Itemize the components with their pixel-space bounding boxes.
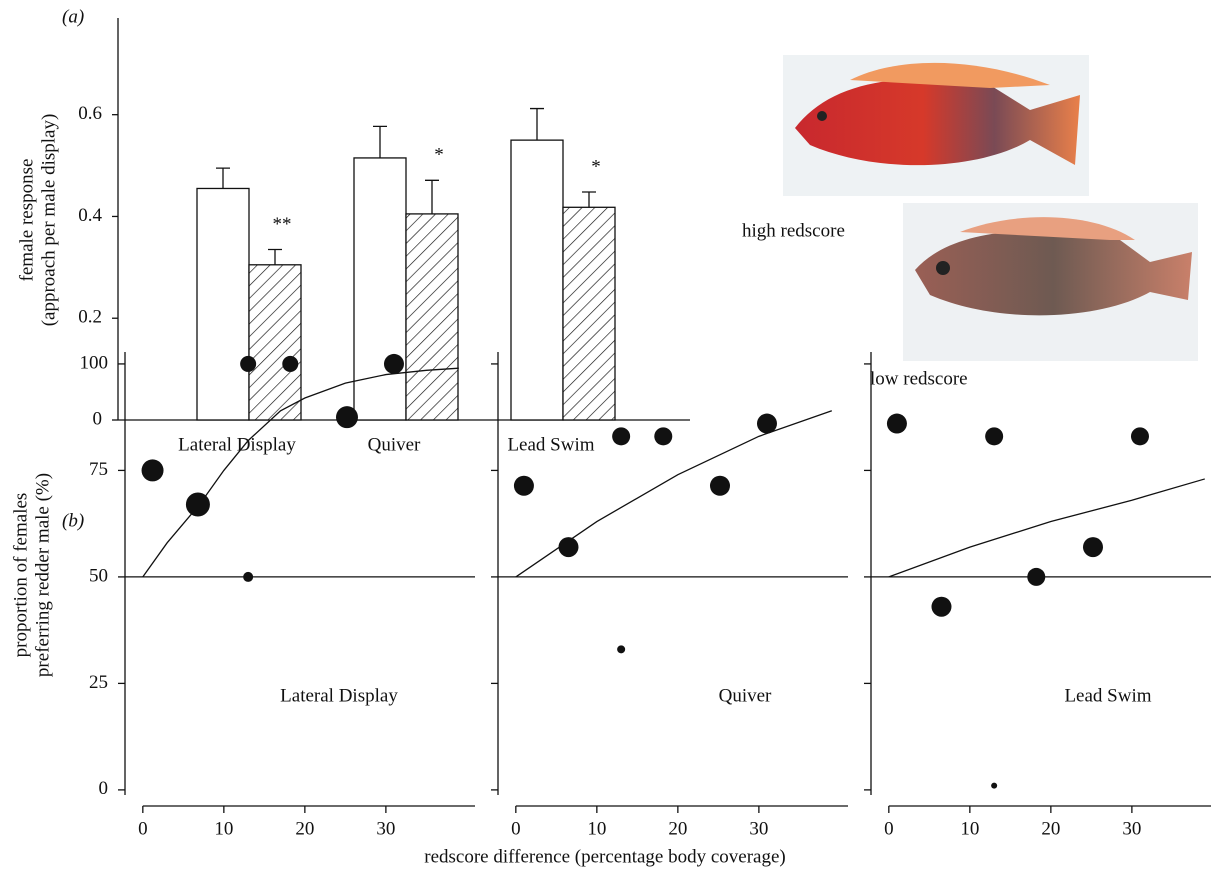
bubble [985,427,1003,445]
bubble [1027,568,1045,586]
bubble [282,356,298,372]
x-tick-label: 20 [1041,818,1060,839]
y-tick-label: 0.4 [78,205,102,226]
fit-curve [889,479,1205,577]
y-axis-label: proportion of females [10,493,31,658]
bubble [142,459,164,481]
plot-annotation: Lateral Display [280,685,398,706]
panel-label: (b) [62,510,84,531]
y-tick-label: 0 [99,778,109,799]
bubble [654,427,672,445]
significance-label: * [434,145,444,166]
x-tick-label: 20 [295,818,314,839]
bubble [243,572,253,582]
significance-label: * [591,156,601,177]
y-axis-label: (approach per male display) [38,114,59,327]
bubble [186,492,210,516]
y-tick-label: 75 [89,459,108,480]
figure: (a) (b) high redscore low redscore 0 0.2 0… [0,0,1211,871]
y-tick-label: 100 [80,352,109,373]
bubble [384,354,404,374]
fish-photo-high [783,55,1089,196]
error-bar [268,250,282,265]
bubble [240,356,256,372]
x-tick-label: 10 [214,818,233,839]
bubble [612,427,630,445]
image-label: high redscore [742,220,845,241]
bubble [514,476,534,496]
bar [511,140,563,420]
bar [354,158,406,420]
bubble [558,537,578,557]
x-tick-label: 30 [1122,818,1141,839]
error-bar [373,126,387,158]
y-axis-label: female response [16,159,37,282]
y-tick-label: 0 [93,408,103,429]
x-tick-label: 20 [668,818,687,839]
y-tick-label: 50 [89,565,108,586]
x-tick-label: 10 [960,818,979,839]
bubble [336,406,358,428]
bubble [617,645,625,653]
panel-label: (a) [62,6,84,27]
bubble [991,783,997,789]
x-tick-label: 0 [884,818,894,839]
bar [406,214,458,420]
error-bar [582,192,596,207]
x-tick-label: Lead Swim [507,434,594,455]
x-axis-label: redscore difference (percentage body cov… [424,846,785,867]
y-tick-label: 0.2 [78,307,102,328]
bubble [1131,427,1149,445]
bubble [757,414,777,434]
bar [563,207,615,420]
bubble [887,414,907,434]
x-tick-label: 30 [376,818,395,839]
fish-photo-low [903,203,1198,361]
y-tick-label: 0.6 [78,103,102,124]
x-tick-label: Quiver [368,434,421,455]
x-tick-label: 0 [511,818,521,839]
y-tick-label: 25 [89,672,108,693]
bar [249,265,301,420]
error-bar [530,109,544,141]
plot-annotation: Quiver [719,685,772,706]
x-tick-label: 0 [138,818,148,839]
y-axis-label: preferring redder male (%) [32,473,53,677]
x-tick-label: 10 [587,818,606,839]
plot-annotation: Lead Swim [1064,685,1151,706]
bubble [1083,537,1103,557]
x-tick-label: Lateral Display [178,434,296,455]
error-bar [216,168,230,188]
bar [197,188,249,420]
significance-label: ** [273,214,292,235]
x-tick-label: 30 [749,818,768,839]
bubble [931,597,951,617]
bubble [710,476,730,496]
image-label: low redscore [870,368,968,389]
error-bar [425,180,439,214]
